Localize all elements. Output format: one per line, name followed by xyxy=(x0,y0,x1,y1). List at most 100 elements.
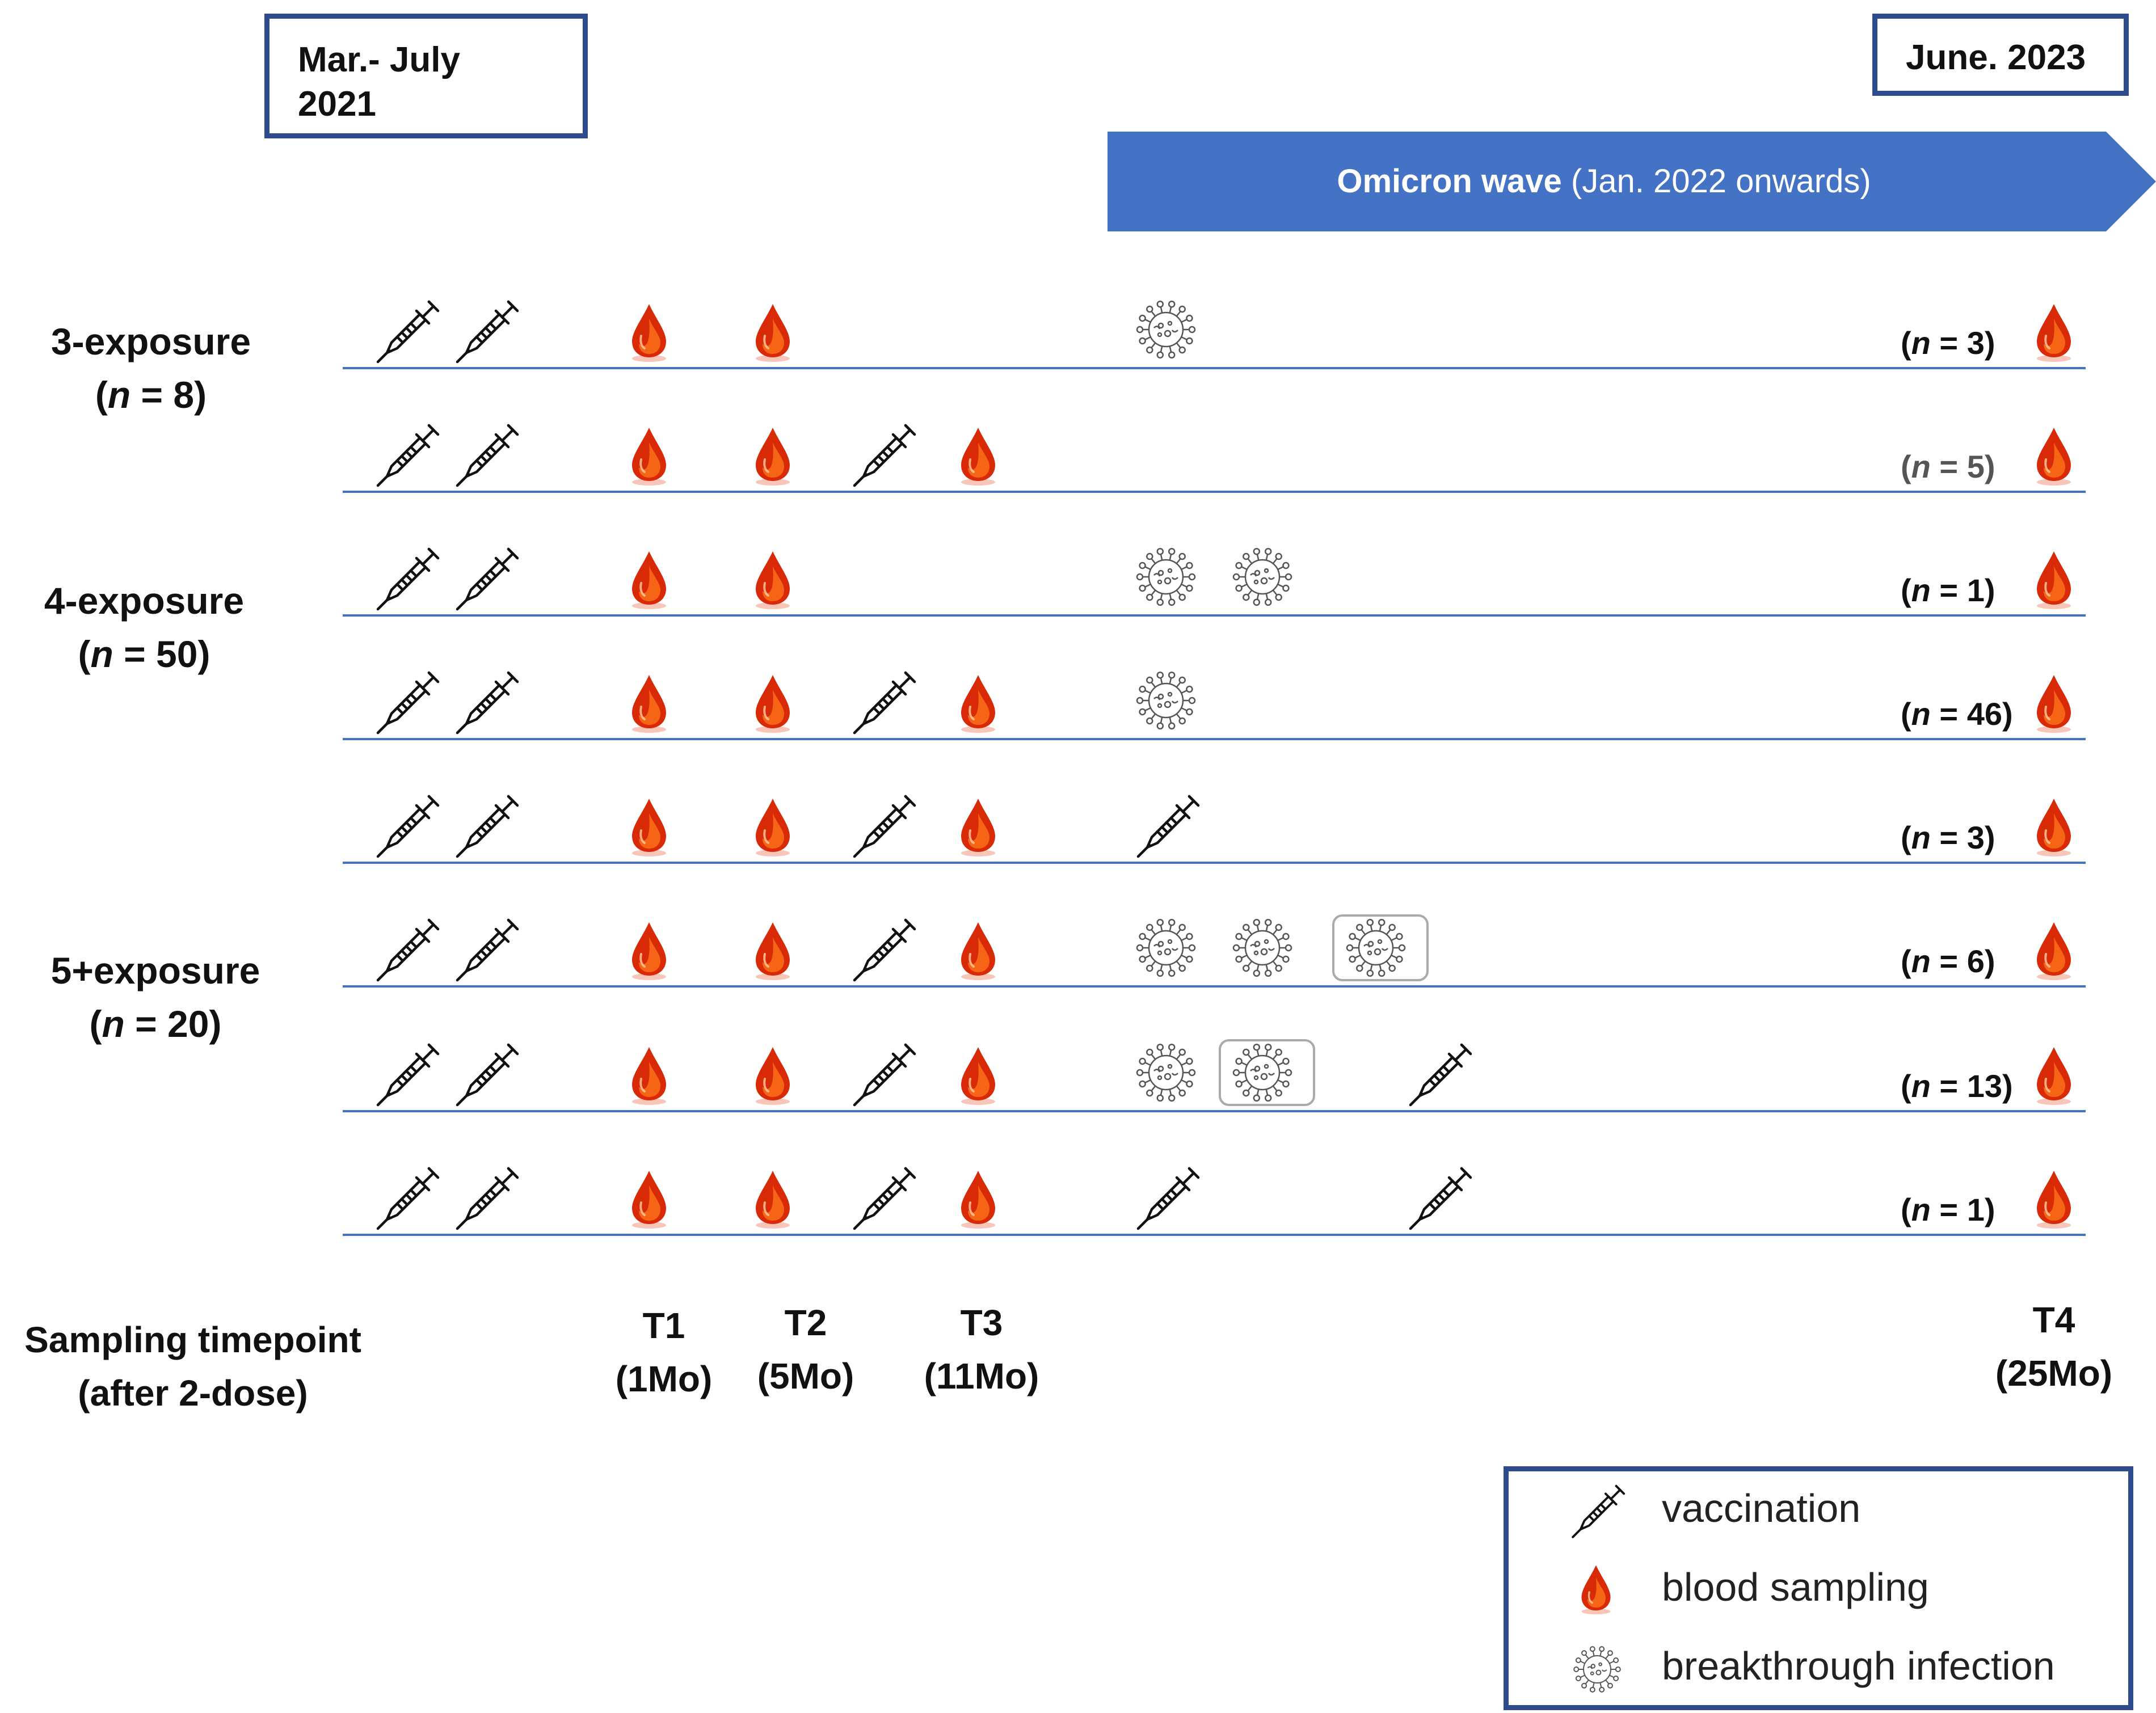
row-n-label: (n = 46) xyxy=(1901,696,2013,732)
timeline-row: (n = 3) xyxy=(0,791,2156,915)
wave-label-bold: Omicron wave xyxy=(1337,163,1562,200)
syringe-icon xyxy=(374,1164,443,1235)
blood-drop-icon xyxy=(955,1168,1001,1234)
virus-icon xyxy=(1231,546,1294,611)
virus-icon xyxy=(1231,917,1294,982)
row-n-label: (n = 13) xyxy=(1901,1068,2013,1104)
syringe-icon xyxy=(1570,1482,1628,1543)
blood-drop-icon xyxy=(750,673,795,738)
group-n: (n = 50) xyxy=(78,633,210,675)
blood-drop-icon xyxy=(750,796,795,862)
sampling-timepoint-label: Sampling timepoint (after 2-dose) xyxy=(0,1313,386,1420)
blood-drop-icon xyxy=(2031,796,2077,862)
blood-drop-icon xyxy=(2031,673,2077,738)
syringe-icon xyxy=(374,915,443,986)
optional-infection-bracket xyxy=(1219,1039,1315,1106)
timeline-row: (n = 5) xyxy=(0,420,2156,545)
timepoint-t3: T3 (11Mo) xyxy=(908,1296,1055,1403)
omicron-wave-arrow: Omicron wave (Jan. 2022 onwards) xyxy=(1108,132,2156,231)
group-label-4-exposure: 4-exposure (n = 50) xyxy=(0,574,292,681)
syringe-icon xyxy=(1135,792,1203,863)
blood-drop-icon xyxy=(750,920,795,985)
timeline-line xyxy=(343,1234,2086,1236)
row-n-label: (n = 1) xyxy=(1901,572,1995,608)
blood-drop-icon xyxy=(750,302,795,367)
timepoint-t1: T1 (1Mo) xyxy=(601,1299,726,1406)
syringe-icon xyxy=(851,915,919,986)
legend-item-vaccination: vaccination xyxy=(1509,1474,2133,1548)
blood-drop-icon xyxy=(750,1045,795,1110)
timepoint-t2: T2 (5Mo) xyxy=(743,1296,868,1403)
omicron-wave-label: Omicron wave (Jan. 2022 onwards) xyxy=(1108,132,2100,231)
group-n: (n = 20) xyxy=(89,1003,222,1045)
timepoint-time: (11Mo) xyxy=(924,1356,1039,1396)
syringe-icon xyxy=(454,668,522,739)
timepoint-time: (1Mo) xyxy=(615,1358,713,1399)
blood-drop-icon xyxy=(955,796,1001,862)
timepoint-name: T2 xyxy=(784,1302,827,1343)
group-name: 5+exposure xyxy=(50,950,260,991)
end-date-box: June. 2023 xyxy=(1872,14,2129,96)
blood-drop-icon xyxy=(626,796,672,862)
blood-drop-icon xyxy=(626,1045,672,1110)
blood-drop-icon xyxy=(626,1168,672,1234)
start-date-box: Mar.- July 2021 xyxy=(264,14,588,138)
syringe-icon xyxy=(1135,1164,1203,1235)
row-n-label: (n = 3) xyxy=(1901,325,1995,361)
syringe-icon xyxy=(454,545,522,615)
group-label-3-exposure: 3-exposure (n = 8) xyxy=(3,315,298,421)
syringe-icon xyxy=(454,1164,522,1235)
blood-drop-icon xyxy=(2031,302,2077,367)
timeline-row: (n = 6) xyxy=(0,914,2156,1039)
blood-drop-icon xyxy=(2031,1168,2077,1234)
virus-icon xyxy=(1135,917,1197,982)
virus-icon xyxy=(1572,1644,1622,1697)
timepoint-time: (5Mo) xyxy=(757,1356,854,1396)
blood-drop-icon xyxy=(2031,425,2077,491)
timeline-row: (n = 1) xyxy=(0,1163,2156,1288)
blood-drop-icon xyxy=(750,425,795,491)
group-n: (n = 8) xyxy=(95,374,207,416)
row-n-label: (n = 3) xyxy=(1901,820,1995,855)
syringe-icon xyxy=(454,297,522,368)
legend: vaccination blood sampling breakthrough … xyxy=(1504,1466,2133,1710)
start-date-line-2: 2021 xyxy=(298,85,376,124)
blood-drop-icon xyxy=(626,673,672,738)
timepoint-time: (25Mo) xyxy=(1995,1353,2113,1394)
syringe-icon xyxy=(851,1164,919,1235)
syringe-icon xyxy=(454,915,522,986)
blood-drop-icon xyxy=(2031,549,2077,614)
timeline-line xyxy=(343,862,2086,864)
legend-item-breakthrough-infection: breakthrough infection xyxy=(1509,1632,2133,1706)
virus-icon xyxy=(1231,1041,1294,1107)
timeline-line xyxy=(343,491,2086,493)
syringe-icon xyxy=(374,792,443,863)
syringe-icon xyxy=(851,421,919,492)
timeline-row: (n = 13) xyxy=(0,1039,2156,1164)
syringe-icon xyxy=(1407,1164,1475,1235)
timeline-line xyxy=(343,367,2086,369)
syringe-icon xyxy=(454,792,522,863)
syringe-icon xyxy=(851,668,919,739)
timepoint-t4: T4 (25Mo) xyxy=(1980,1293,2128,1400)
row-n-label: (n = 6) xyxy=(1901,943,1995,979)
legend-label: blood sampling xyxy=(1662,1565,1929,1609)
timeline-line xyxy=(343,985,2086,988)
virus-icon xyxy=(1135,298,1197,364)
syringe-icon xyxy=(454,421,522,492)
blood-drop-icon xyxy=(626,302,672,367)
sampling-label-line-2: (after 2-dose) xyxy=(78,1373,308,1414)
timepoint-name: T1 xyxy=(642,1305,685,1346)
blood-drop-icon xyxy=(626,549,672,614)
syringe-icon xyxy=(374,421,443,492)
blood-drop-icon xyxy=(750,549,795,614)
timeline-row: (n = 1) xyxy=(0,543,2156,668)
group-name: 4-exposure xyxy=(44,580,245,622)
timepoint-name: T3 xyxy=(960,1302,1003,1343)
virus-icon xyxy=(1135,546,1197,611)
blood-drop-icon xyxy=(2031,920,2077,985)
syringe-icon xyxy=(374,297,443,368)
blood-drop-icon xyxy=(955,425,1001,491)
syringe-icon xyxy=(1407,1040,1475,1111)
group-name: 3-exposure xyxy=(50,320,251,362)
